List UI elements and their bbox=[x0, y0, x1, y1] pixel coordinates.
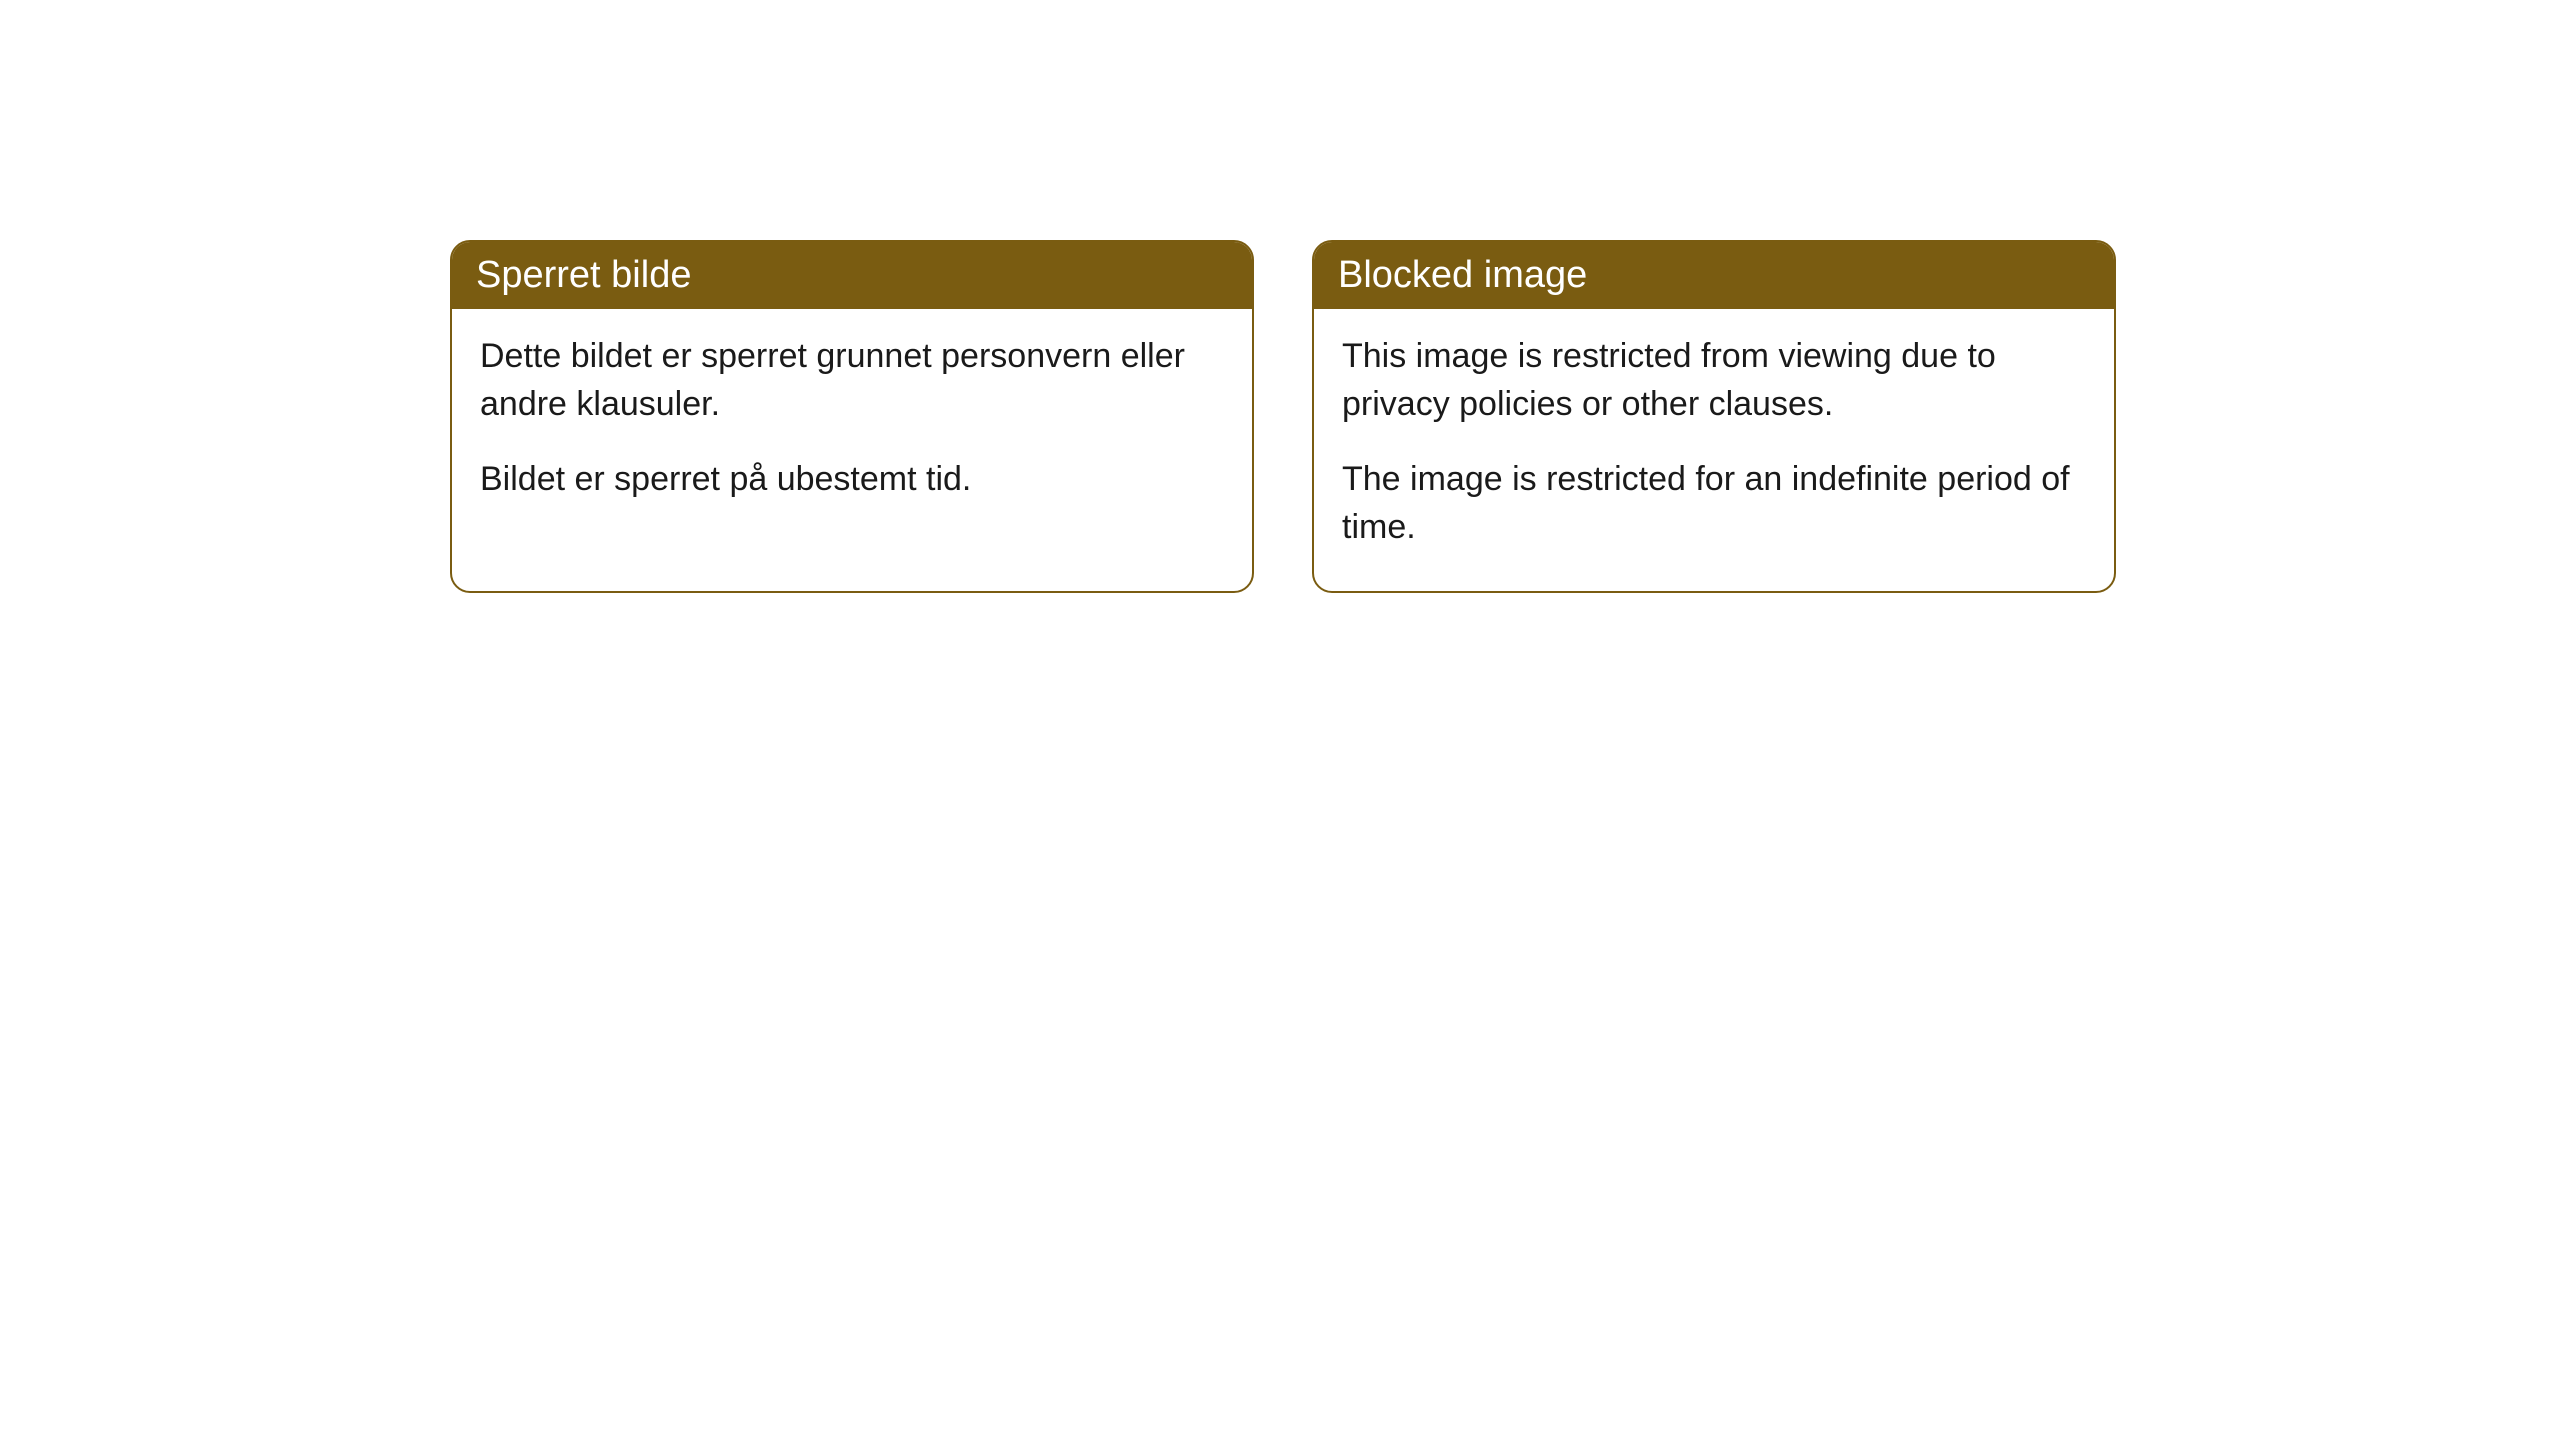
blocked-image-card-english: Blocked image This image is restricted f… bbox=[1312, 240, 2116, 593]
card-header-norwegian: Sperret bilde bbox=[452, 242, 1252, 309]
card-body-english: This image is restricted from viewing du… bbox=[1314, 309, 2114, 591]
cards-container: Sperret bilde Dette bildet er sperret gr… bbox=[450, 240, 2560, 593]
card-paragraph-1-norwegian: Dette bildet er sperret grunnet personve… bbox=[480, 333, 1224, 428]
card-paragraph-2-norwegian: Bildet er sperret på ubestemt tid. bbox=[480, 456, 1224, 504]
card-title-norwegian: Sperret bilde bbox=[476, 254, 691, 296]
card-body-norwegian: Dette bildet er sperret grunnet personve… bbox=[452, 309, 1252, 544]
blocked-image-card-norwegian: Sperret bilde Dette bildet er sperret gr… bbox=[450, 240, 1254, 593]
card-paragraph-2-english: The image is restricted for an indefinit… bbox=[1342, 456, 2086, 551]
card-header-english: Blocked image bbox=[1314, 242, 2114, 309]
card-title-english: Blocked image bbox=[1338, 254, 1587, 296]
card-paragraph-1-english: This image is restricted from viewing du… bbox=[1342, 333, 2086, 428]
